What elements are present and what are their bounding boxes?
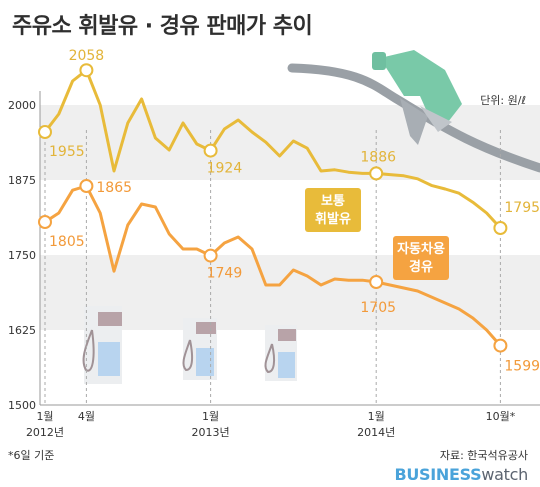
series-line-diesel xyxy=(44,184,502,347)
y-tick-label: 1500 xyxy=(8,399,36,412)
x-tick-label: 10월* xyxy=(486,410,516,423)
brand-part2: watch xyxy=(481,465,528,484)
data-point xyxy=(203,143,218,158)
data-point xyxy=(369,166,384,181)
x-tick-label: 1월 xyxy=(36,410,53,423)
fuel-nozzle-icon xyxy=(372,50,462,145)
series-markers: 1955 2058 1924 1886 1795 1805 1865 1749 1705 1599 xyxy=(38,48,540,375)
y-tick-label: 2000 xyxy=(8,99,36,112)
series-label-text: 보통 xyxy=(321,194,345,209)
x-tick-sublabel: 2014년 xyxy=(357,426,395,439)
data-label: 1924 xyxy=(207,161,243,177)
brand-part1: BUSINESS xyxy=(394,465,482,484)
fuel-pump-icon xyxy=(264,325,297,381)
data-point xyxy=(79,63,94,78)
data-label: 1955 xyxy=(49,144,85,160)
data-label: 1795 xyxy=(504,200,540,216)
y-tick-label: 1750 xyxy=(8,249,36,262)
data-label: 1865 xyxy=(96,180,132,196)
series-label-box xyxy=(305,188,361,232)
data-point xyxy=(79,179,94,193)
y-axis: 1500 1625 1750 1875 2000 xyxy=(8,91,540,412)
fuel-hose-icon xyxy=(287,63,540,173)
series-label-text: 경유 xyxy=(409,259,433,275)
fuel-pump-icon xyxy=(182,318,217,380)
y-tick-label: 1625 xyxy=(8,324,36,337)
data-point xyxy=(493,338,508,353)
data-point xyxy=(203,248,218,263)
grid-band xyxy=(40,255,540,330)
x-tick-label: 4월 xyxy=(78,410,95,423)
x-axis: 1월 2012년 4월 1월 2013년 1월 2014년 10월* xyxy=(26,410,516,439)
x-tick-label: 1월 xyxy=(202,410,219,423)
guide-lines xyxy=(44,130,501,405)
x-tick-label: 1월 xyxy=(368,410,385,423)
data-point xyxy=(38,215,52,229)
data-point xyxy=(38,125,52,139)
y-tick-label: 1875 xyxy=(8,174,36,187)
x-tick-sublabel: 2013년 xyxy=(192,426,230,439)
series-label-box xyxy=(393,236,449,280)
footnote: *6일 기준 xyxy=(8,449,55,462)
data-point xyxy=(369,275,384,289)
series-line-gasoline xyxy=(43,68,502,230)
source-credit: 자료: 한국석유공사 xyxy=(439,449,528,462)
chart-title: 주유소 휘발유 · 경유 판매가 추이 xyxy=(12,14,313,39)
data-label: 1599 xyxy=(504,359,540,375)
data-label: 2058 xyxy=(69,48,105,64)
data-label: 1705 xyxy=(360,300,396,316)
decoration xyxy=(82,50,540,384)
data-label: 1805 xyxy=(49,234,85,250)
x-tick-sublabel: 2012년 xyxy=(26,426,64,439)
data-label: 1749 xyxy=(207,266,243,282)
data-label: 1886 xyxy=(360,149,396,165)
series-lines xyxy=(43,68,502,347)
series-label-text: 자동차용 xyxy=(397,241,445,257)
series-label-text: 휘발유 xyxy=(315,211,351,227)
unit-label: 단위: 원/ℓ xyxy=(480,94,526,107)
brand-logo: BUSINESSwatch xyxy=(394,465,528,484)
fuel-pump-icon xyxy=(82,306,122,384)
data-point xyxy=(493,221,508,235)
